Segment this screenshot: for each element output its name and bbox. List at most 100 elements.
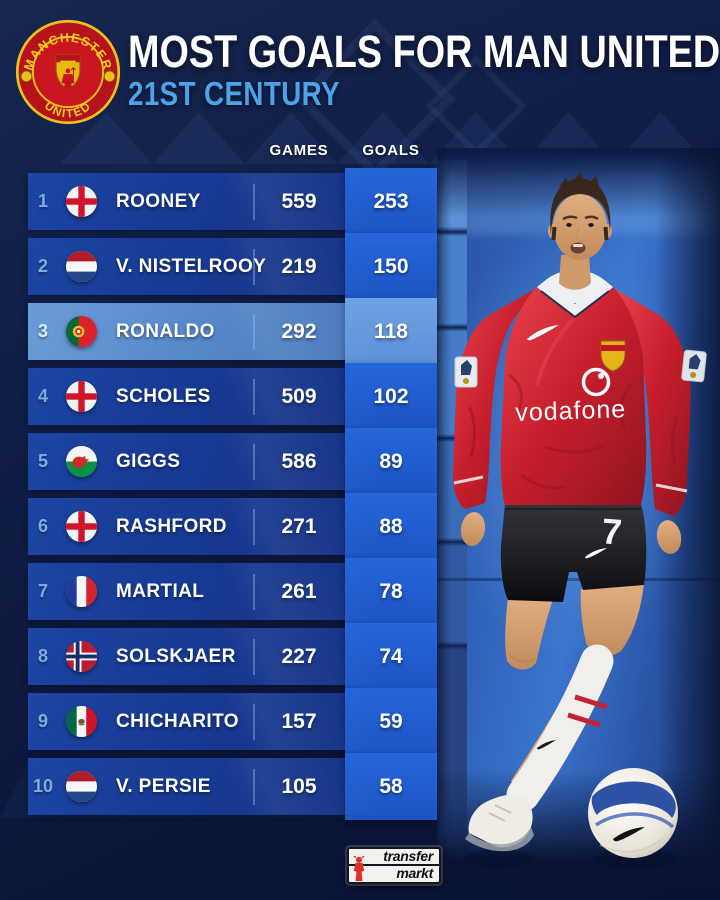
goals-value: 253 <box>373 189 409 213</box>
nike-swoosh-shorts-icon <box>585 548 607 559</box>
player-figure: 7 <box>453 172 707 852</box>
neck <box>559 255 591 290</box>
goals-value-box: 89 <box>345 428 437 495</box>
goals-value-box: 118 <box>345 298 437 365</box>
transfermarkt-logo-line2: markt <box>396 865 433 881</box>
rank-label: 1 <box>37 191 48 211</box>
games-value: 261 <box>253 580 345 604</box>
hair <box>550 178 611 235</box>
flag-portugal-icon <box>66 316 97 347</box>
table-row: 2 V. NISTELROOY 219 150 <box>28 233 437 300</box>
flag-england-icon <box>66 186 97 217</box>
table-column-headers: GAMES GOALS <box>28 142 437 159</box>
games-value: 219 <box>253 255 345 279</box>
svg-text:UNITED: UNITED <box>42 98 94 120</box>
manchester-united-crest-icon: MANCHESTER UNITED <box>15 19 121 125</box>
jersey-left-sleeve <box>453 289 535 509</box>
photo-fade-left <box>437 148 451 884</box>
rank-label: 2 <box>37 256 48 276</box>
goals-value-box: 253 <box>345 168 437 235</box>
transfermarkt-logo-line1: transfer <box>349 849 439 866</box>
player-name: V. PERSIE <box>116 775 211 797</box>
rank-label: 5 <box>37 451 48 471</box>
goals-value-box: 102 <box>345 363 437 430</box>
goals-value: 102 <box>373 384 409 408</box>
ranking-table: 1 ROONEY 559 253 2 V. NISTELROOY 219 150… <box>28 168 437 823</box>
player-name: SOLSKJAER <box>116 645 236 667</box>
ball-blue-band <box>591 781 676 818</box>
nike-swoosh-sock-icon <box>537 740 556 750</box>
football <box>588 768 678 858</box>
flag-france-icon <box>66 576 97 607</box>
nike-swoosh-ball-icon <box>613 827 645 842</box>
rank-label: 8 <box>37 646 48 666</box>
page-subtitle: 21ST CENTURY <box>128 75 340 112</box>
club-crest-chest-icon <box>600 340 626 372</box>
goals-value: 89 <box>379 449 403 473</box>
photo-fade-right <box>656 148 720 884</box>
games-value: 227 <box>253 645 345 669</box>
goals-value: 118 <box>374 319 408 343</box>
goals-value-box: 150 <box>345 233 437 300</box>
premier-league-badge-left-icon <box>454 356 478 388</box>
premier-league-badge-right-icon <box>681 349 707 383</box>
table-row: 7 MARTIAL 261 78 <box>28 558 437 625</box>
goals-value: 74 <box>379 644 403 668</box>
player-name: ROONEY <box>116 190 201 212</box>
table-row: 4 SCHOLES 509 102 <box>28 363 437 430</box>
goals-column-header: GOALS <box>362 142 420 159</box>
player-name: GIGGS <box>116 450 181 472</box>
shirt-number: 7 <box>600 510 623 552</box>
advertising-board-line <box>437 578 720 581</box>
table-row-highlighted: 3 RONALDO 292 118 <box>28 298 437 365</box>
games-value: 586 <box>253 450 345 474</box>
left-hand <box>460 512 486 546</box>
goals-value-box: 74 <box>345 623 437 690</box>
player-name: MARTIAL <box>116 580 205 602</box>
games-column-header: GAMES <box>269 142 329 159</box>
games-value: 271 <box>253 515 345 539</box>
goals-value: 58 <box>379 774 403 798</box>
rank-label: 10 <box>32 776 54 796</box>
shorts <box>500 503 647 602</box>
jersey-right-sleeve <box>615 289 691 516</box>
flag-england-icon <box>66 381 97 412</box>
rank-label: 4 <box>37 386 48 406</box>
goals-value: 88 <box>379 514 403 538</box>
rank-label: 9 <box>37 711 48 731</box>
transfermarkt-devil-icon <box>353 856 365 882</box>
crest-bottom-text: UNITED <box>42 98 93 120</box>
rank-label: 3 <box>37 321 48 341</box>
flag-netherlands-icon <box>66 771 97 802</box>
table-row: 9 CHICHARITO 157 59 <box>28 688 437 755</box>
goals-value-box: 88 <box>345 493 437 560</box>
table-row: 8 SOLSKJAER 227 74 <box>28 623 437 690</box>
games-value: 157 <box>253 710 345 734</box>
boot <box>468 794 533 848</box>
rank-label: 6 <box>37 516 48 536</box>
games-value: 559 <box>253 190 345 214</box>
flag-england-icon <box>66 511 97 542</box>
player-photo-background <box>437 148 720 884</box>
right-hand <box>656 520 682 554</box>
table-row: 10 V. PERSIE 105 58 <box>28 753 437 820</box>
player-name: CHICHARITO <box>116 710 239 732</box>
goals-value-box: 78 <box>345 558 437 625</box>
table-row: 1 ROONEY 559 253 <box>28 168 437 235</box>
ronaldo-player-image: 7 <box>453 172 707 868</box>
goals-value: 78 <box>379 579 403 603</box>
ground-shadows <box>463 850 677 868</box>
goals-value: 150 <box>373 254 409 278</box>
transfermarkt-logo: transfer markt <box>347 847 441 884</box>
nike-swoosh-chest-icon <box>527 325 559 341</box>
player-name: RASHFORD <box>116 515 227 537</box>
goals-value-box: 59 <box>345 688 437 755</box>
flag-norway-icon <box>66 641 97 672</box>
table-row: 5 GIGGS 586 89 <box>28 428 437 495</box>
page-title: MOST GOALS FOR MAN UNITED <box>128 26 720 77</box>
shirt-sponsor-text: vodafone <box>515 395 627 427</box>
player-name: RONALDO <box>116 320 215 342</box>
goals-value-box: 58 <box>345 753 437 820</box>
rank-label: 7 <box>37 581 48 601</box>
